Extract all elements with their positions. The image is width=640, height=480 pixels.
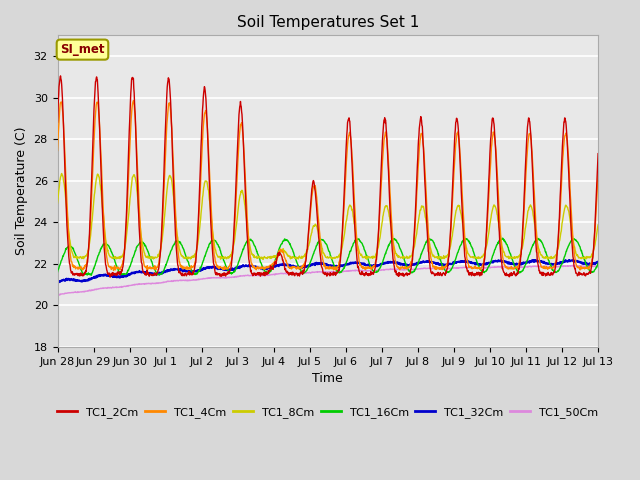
TC1_50Cm xyxy=(54,292,61,298)
TC1_2Cm xyxy=(175,267,182,273)
Line: TC1_2Cm: TC1_2Cm xyxy=(58,76,598,277)
TC1_16Cm xyxy=(161,264,169,270)
TC1_32Cm xyxy=(412,261,420,267)
TC1_2Cm xyxy=(531,216,538,222)
Title: Soil Temperatures Set 1: Soil Temperatures Set 1 xyxy=(237,15,419,30)
TC1_8Cm xyxy=(595,222,602,228)
TC1_4Cm xyxy=(129,98,137,104)
TC1_32Cm xyxy=(595,259,602,264)
Text: SI_met: SI_met xyxy=(60,43,105,56)
Line: TC1_4Cm: TC1_4Cm xyxy=(58,101,598,270)
TC1_8Cm xyxy=(161,209,169,215)
TC1_50Cm xyxy=(569,263,577,268)
TC1_16Cm xyxy=(412,265,420,271)
TC1_2Cm xyxy=(161,128,169,133)
TC1_16Cm xyxy=(235,259,243,265)
TC1_32Cm xyxy=(531,259,538,264)
TC1_2Cm xyxy=(235,112,243,118)
TC1_8Cm xyxy=(531,221,538,227)
TC1_16Cm xyxy=(531,239,538,244)
TC1_16Cm xyxy=(174,239,182,245)
TC1_8Cm xyxy=(54,200,61,206)
TC1_8Cm xyxy=(259,256,267,262)
TC1_4Cm xyxy=(161,154,169,160)
TC1_32Cm xyxy=(54,279,61,285)
TC1_4Cm xyxy=(483,228,491,234)
TC1_32Cm xyxy=(483,260,490,266)
TC1_4Cm xyxy=(54,147,61,153)
TC1_2Cm xyxy=(57,73,65,79)
Line: TC1_50Cm: TC1_50Cm xyxy=(58,265,598,295)
TC1_32Cm xyxy=(530,257,538,263)
TC1_16Cm xyxy=(483,268,490,274)
TC1_4Cm xyxy=(175,253,182,259)
Y-axis label: Soil Temperature (C): Soil Temperature (C) xyxy=(15,127,28,255)
TC1_8Cm xyxy=(235,202,243,207)
TC1_32Cm xyxy=(54,279,61,285)
TC1_50Cm xyxy=(235,274,243,279)
TC1_2Cm xyxy=(483,221,491,227)
TC1_8Cm xyxy=(412,232,420,238)
TC1_4Cm xyxy=(531,197,538,203)
TC1_2Cm xyxy=(54,119,61,125)
TC1_8Cm xyxy=(174,240,182,246)
TC1_32Cm xyxy=(161,269,169,275)
TC1_50Cm xyxy=(531,263,538,269)
TC1_4Cm xyxy=(595,171,602,177)
TC1_16Cm xyxy=(88,272,95,278)
TC1_50Cm xyxy=(54,292,61,298)
X-axis label: Time: Time xyxy=(312,372,343,385)
TC1_8Cm xyxy=(58,170,65,176)
TC1_2Cm xyxy=(595,151,602,156)
TC1_50Cm xyxy=(161,279,169,285)
TC1_16Cm xyxy=(499,235,506,241)
TC1_50Cm xyxy=(174,277,182,283)
Line: TC1_8Cm: TC1_8Cm xyxy=(58,173,598,259)
Line: TC1_16Cm: TC1_16Cm xyxy=(58,238,598,275)
TC1_2Cm xyxy=(106,274,114,280)
TC1_50Cm xyxy=(412,266,420,272)
TC1_4Cm xyxy=(109,267,117,273)
Legend: TC1_2Cm, TC1_4Cm, TC1_8Cm, TC1_16Cm, TC1_32Cm, TC1_50Cm: TC1_2Cm, TC1_4Cm, TC1_8Cm, TC1_16Cm, TC1… xyxy=(53,402,603,422)
TC1_50Cm xyxy=(483,265,490,271)
TC1_32Cm xyxy=(235,265,243,271)
TC1_2Cm xyxy=(412,188,420,194)
TC1_4Cm xyxy=(412,202,420,208)
TC1_50Cm xyxy=(595,263,602,269)
TC1_8Cm xyxy=(483,242,491,248)
TC1_32Cm xyxy=(174,267,182,273)
Line: TC1_32Cm: TC1_32Cm xyxy=(58,260,598,282)
TC1_16Cm xyxy=(54,269,61,275)
TC1_16Cm xyxy=(595,261,602,266)
TC1_4Cm xyxy=(235,139,243,144)
